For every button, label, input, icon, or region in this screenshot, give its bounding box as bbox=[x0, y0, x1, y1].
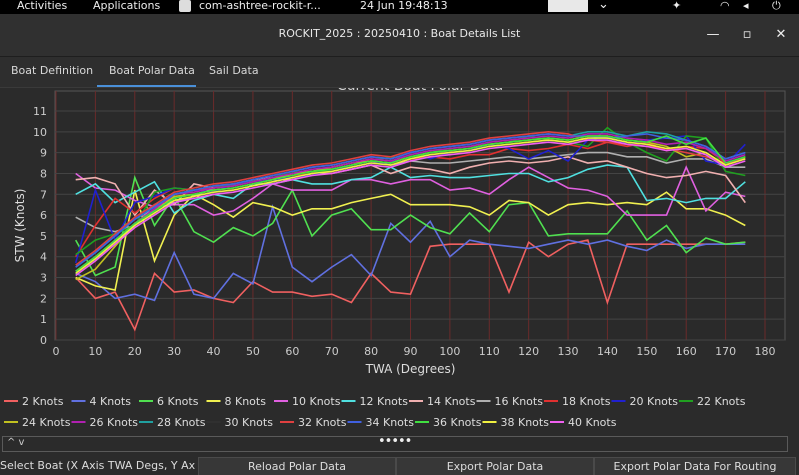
chevron-down-icon[interactable]: ⌄ bbox=[598, 0, 609, 12]
polar-chart-panel: Current Boat Polar Data01020304050607080… bbox=[0, 78, 799, 438]
y-tick-label: 6 bbox=[40, 209, 47, 222]
active-tab-indicator bbox=[97, 85, 196, 87]
y-tick-label: 7 bbox=[40, 188, 47, 201]
x-tick-label: 110 bbox=[479, 345, 500, 358]
series-line-4-knots bbox=[75, 203, 746, 302]
legend-label: 26 Knots bbox=[90, 416, 139, 429]
legend-label: 34 Knots bbox=[366, 416, 415, 429]
close-button[interactable]: ✕ bbox=[775, 27, 787, 42]
y-tick-label: 1 bbox=[40, 313, 47, 326]
y-tick-label: 2 bbox=[40, 292, 47, 305]
tab-boat-polar-data[interactable]: Boat Polar Data bbox=[109, 64, 195, 77]
x-tick-label: 160 bbox=[676, 345, 697, 358]
reload-polar-data-button[interactable]: Reload Polar Data bbox=[198, 457, 396, 475]
x-tick-label: 170 bbox=[715, 345, 736, 358]
x-tick-label: 70 bbox=[325, 345, 339, 358]
y-tick-label: 0 bbox=[40, 334, 47, 347]
legend-label: 40 Knots bbox=[568, 416, 617, 429]
power-icon[interactable]: ⏻ bbox=[772, 0, 781, 12]
splitter[interactable]: ^ v ••••• bbox=[0, 434, 799, 452]
volume-icon[interactable]: ◂ bbox=[743, 0, 749, 12]
x-tick-label: 20 bbox=[128, 345, 142, 358]
series-line-36-knots bbox=[75, 135, 746, 272]
window-title: ROCKIT_2025 : 20250410 : Boat Details Li… bbox=[278, 27, 521, 40]
legend-label: 4 Knots bbox=[90, 395, 132, 408]
polar-chart: Current Boat Polar Data01020304050607080… bbox=[4, 78, 786, 429]
x-tick-label: 90 bbox=[404, 345, 418, 358]
tab-boat-definition[interactable]: Boat Definition bbox=[11, 64, 94, 77]
export-polar-routing-button[interactable]: Export Polar Data For Routing bbox=[594, 457, 796, 475]
y-tick-label: 8 bbox=[40, 167, 47, 180]
bottom-toolbar: Select Boat (X Axis TWA Degs, Y Axis T..… bbox=[0, 455, 799, 475]
applications-menu[interactable]: Applications bbox=[93, 0, 161, 12]
legend-label: 28 Knots bbox=[157, 416, 206, 429]
x-tick-label: 10 bbox=[88, 345, 102, 358]
y-tick-label: 4 bbox=[40, 251, 47, 264]
y-tick-label: 11 bbox=[33, 105, 47, 118]
status-hint: Select Boat (X Axis TWA Degs, Y Axis T..… bbox=[0, 459, 196, 472]
y-tick-label: 10 bbox=[33, 126, 47, 139]
x-tick-label: 50 bbox=[246, 345, 260, 358]
legend-label: 18 Knots bbox=[562, 395, 611, 408]
y-tick-label: 3 bbox=[40, 272, 47, 285]
x-tick-label: 150 bbox=[636, 345, 657, 358]
x-tick-label: 130 bbox=[558, 345, 579, 358]
tab-sail-data[interactable]: Sail Data bbox=[209, 64, 259, 77]
x-tick-label: 40 bbox=[207, 345, 221, 358]
x-tick-label: 0 bbox=[53, 345, 60, 358]
indicator-box bbox=[548, 0, 588, 12]
series-line-6-knots bbox=[75, 174, 746, 277]
series-line-12-knots bbox=[75, 164, 746, 215]
legend-label: 32 Knots bbox=[298, 416, 347, 429]
legend-label: 14 Knots bbox=[427, 395, 476, 408]
series-line-2-knots bbox=[75, 239, 746, 332]
active-app-name[interactable]: com-ashtree-rockit-r... bbox=[199, 0, 321, 12]
legend-label: 36 Knots bbox=[433, 416, 482, 429]
legend-label: 10 Knots bbox=[292, 395, 341, 408]
x-tick-label: 60 bbox=[285, 345, 299, 358]
legend-label: 38 Knots bbox=[501, 416, 550, 429]
activities-button[interactable]: Activities bbox=[17, 0, 68, 12]
series-line-34-knots bbox=[75, 133, 746, 268]
x-tick-label: 120 bbox=[518, 345, 539, 358]
system-top-bar: Activities Applications com-ashtree-rock… bbox=[0, 0, 799, 14]
x-tick-label: 140 bbox=[597, 345, 618, 358]
tab-bar: Boat Definition Boat Polar Data Sail Dat… bbox=[0, 57, 799, 88]
x-tick-label: 100 bbox=[439, 345, 460, 358]
accessibility-icon[interactable]: ✦ bbox=[672, 0, 682, 12]
series-line-26-knots bbox=[75, 133, 746, 272]
y-tick-label: 9 bbox=[40, 147, 47, 160]
splitter-handle[interactable]: ^ v ••••• bbox=[2, 434, 788, 452]
legend-label: 20 Knots bbox=[630, 395, 679, 408]
y-axis-label: STW (Knots) bbox=[13, 189, 27, 263]
collapse-arrows-icon[interactable]: ^ v bbox=[7, 437, 25, 448]
legend-label: 12 Knots bbox=[360, 395, 409, 408]
chart-title: Current Boat Polar Data bbox=[337, 88, 503, 94]
wifi-icon[interactable]: ◠ bbox=[720, 0, 730, 12]
drag-handle-icon[interactable]: ••••• bbox=[378, 434, 412, 449]
legend-label: 2 Knots bbox=[22, 395, 64, 408]
clock[interactable]: 24 Jun 19:48:13 bbox=[360, 0, 448, 12]
app-window-icon bbox=[179, 0, 191, 12]
x-tick-label: 80 bbox=[364, 345, 378, 358]
series-line-38-knots bbox=[75, 137, 746, 275]
series-line-40-knots bbox=[75, 139, 746, 277]
x-axis-label: TWA (Degrees) bbox=[365, 362, 456, 376]
window-title-bar: ROCKIT_2025 : 20250410 : Boat Details Li… bbox=[0, 14, 799, 57]
series-line-8-knots bbox=[75, 189, 746, 291]
maximize-button[interactable]: ▫ bbox=[742, 27, 752, 42]
legend-label: 24 Knots bbox=[22, 416, 71, 429]
legend-label: 30 Knots bbox=[225, 416, 274, 429]
x-tick-label: 180 bbox=[755, 345, 776, 358]
legend-label: 6 Knots bbox=[157, 395, 199, 408]
export-polar-data-button[interactable]: Export Polar Data bbox=[396, 457, 594, 475]
legend-label: 16 Knots bbox=[495, 395, 544, 408]
x-tick-label: 30 bbox=[167, 345, 181, 358]
legend-label: 22 Knots bbox=[697, 395, 746, 408]
y-tick-label: 5 bbox=[40, 230, 47, 243]
minimize-button[interactable]: — bbox=[706, 27, 720, 42]
legend-label: 8 Knots bbox=[225, 395, 267, 408]
